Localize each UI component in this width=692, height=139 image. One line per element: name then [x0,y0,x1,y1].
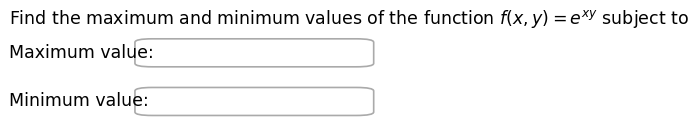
Text: Minimum value:: Minimum value: [9,92,149,111]
FancyBboxPatch shape [135,87,374,116]
Text: Find the maximum and minimum values of the function $f(x, y) = e^{xy}$ subject t: Find the maximum and minimum values of t… [9,7,692,31]
FancyBboxPatch shape [135,39,374,67]
Text: Maximum value:: Maximum value: [9,44,154,62]
